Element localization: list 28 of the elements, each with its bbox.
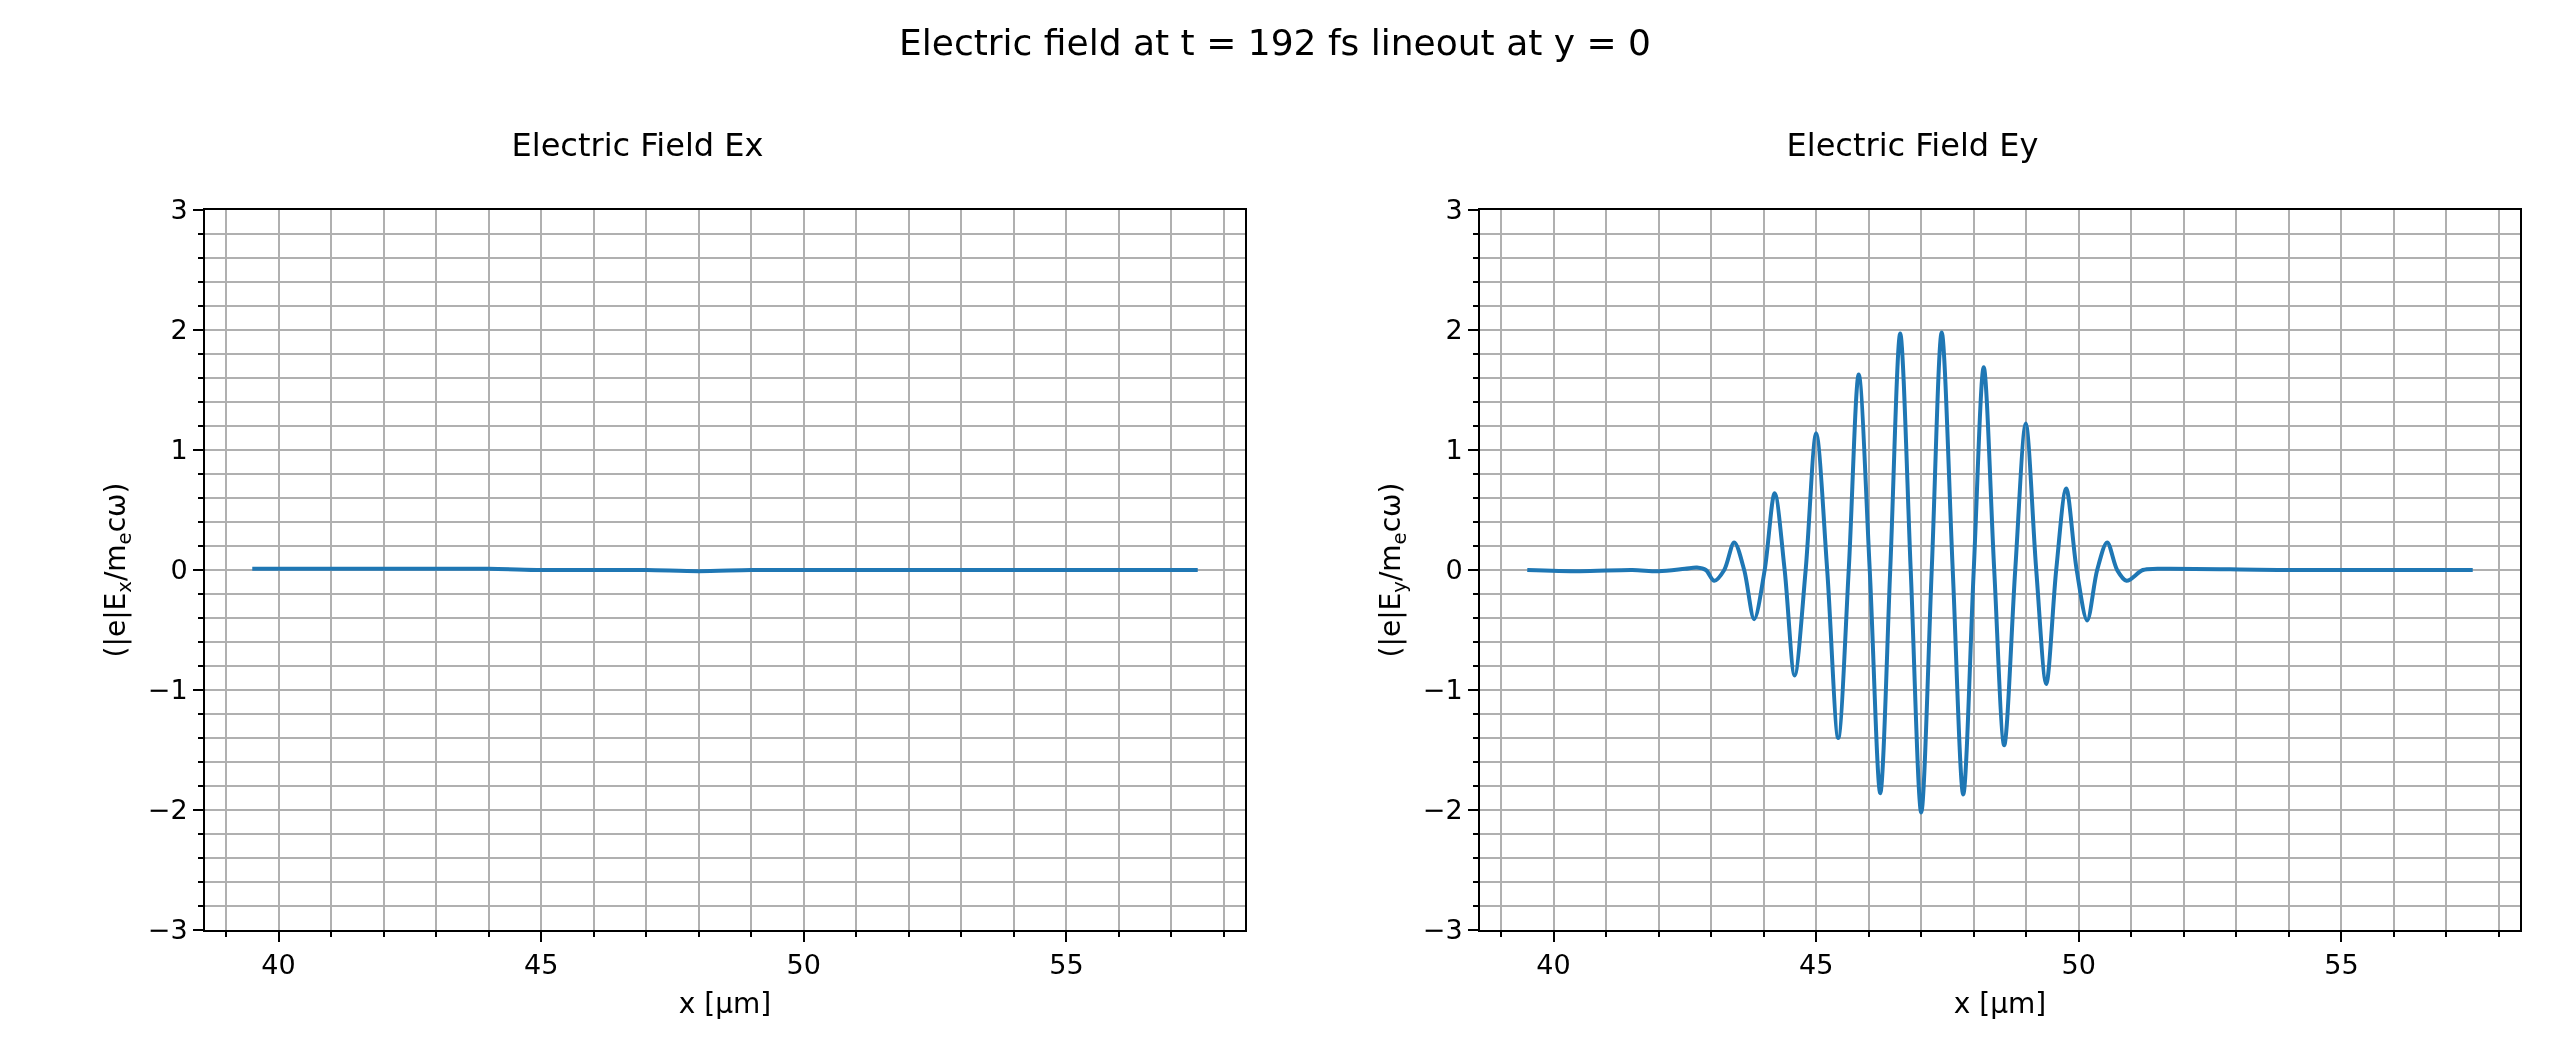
y-tick-label: −3 <box>1422 914 1463 946</box>
y-tick-label: −2 <box>1422 794 1463 826</box>
x-tick-label: 40 <box>261 949 296 981</box>
x-axis-title: x [µm] <box>678 987 772 1020</box>
y-tick-label: −1 <box>147 674 188 706</box>
y-tick-label: 3 <box>170 194 188 226</box>
x-tick-label: 50 <box>2061 949 2096 981</box>
y-tick-label: 2 <box>170 314 188 346</box>
x-axis-title: x [µm] <box>1953 987 2047 1020</box>
y-tick-label: 2 <box>1445 314 1463 346</box>
x-tick-label: 55 <box>1049 949 1084 981</box>
y-tick-label: 1 <box>1445 434 1463 466</box>
x-tick-label: 55 <box>2324 949 2359 981</box>
y-tick-label: −1 <box>1422 674 1463 706</box>
y-tick-label: 0 <box>170 554 188 586</box>
y-tick-label: 3 <box>1445 194 1463 226</box>
x-tick-label: 40 <box>1536 949 1571 981</box>
y-tick-label: 1 <box>170 434 188 466</box>
y-tick-label: 0 <box>1445 554 1463 586</box>
x-tick-label: 45 <box>1798 949 1834 981</box>
y-tick-label: −3 <box>147 914 188 946</box>
chart-title: Electric Field Ex <box>511 126 764 165</box>
line-series <box>1525 330 2475 815</box>
y-tick-label: −2 <box>147 794 188 826</box>
x-tick-label: 45 <box>523 949 559 981</box>
x-tick-label: 50 <box>786 949 821 981</box>
text: Electric field at t = 192 fs lineout at y = 0 <box>898 22 1652 63</box>
chart-title: Electric Field Ey <box>1786 126 2039 165</box>
